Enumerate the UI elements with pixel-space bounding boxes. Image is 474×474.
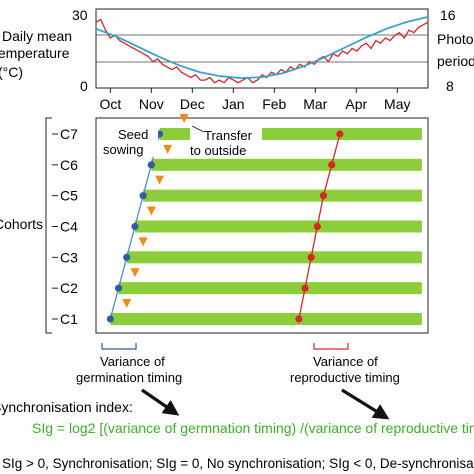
cohort-label: C3 [60, 249, 78, 265]
x-tick-label: Dec [180, 96, 205, 112]
reproduction-point [336, 130, 344, 138]
cohort-label: C2 [60, 280, 78, 296]
x-tick-label: Feb [262, 96, 286, 112]
index-legend: SIg > 0, Synchronisation; SIg = 0, No sy… [2, 456, 474, 471]
x-tick-label: Apr [345, 96, 367, 112]
x-tick-label: Jan [222, 96, 245, 112]
cohort-label: C4 [60, 219, 78, 235]
cohort-plot-frame [95, 117, 429, 334]
transfer-marker [138, 237, 148, 247]
transfer-marker [163, 144, 173, 154]
reproduction-point [307, 253, 315, 261]
reproductive-variance-label-line1: Variance of [313, 354, 378, 369]
reproduction-point [328, 161, 336, 169]
transfer-label-line2: to outside [190, 143, 246, 158]
y2-tick-top: 16 [440, 7, 456, 23]
cohorts-bracket [45, 117, 52, 334]
transfer-marker [122, 299, 132, 308]
seed-sowing-point [147, 161, 155, 169]
cohorts-axis-label: Cohorts [0, 216, 43, 232]
transfer-label-line1: Transfer [204, 128, 253, 143]
y-axis-label-line2: temperature [0, 45, 70, 61]
growth-bar [134, 220, 422, 233]
germination-variance-bracket [101, 343, 137, 350]
transfer-marker [179, 114, 189, 123]
seed-sowing-point [114, 284, 123, 292]
germination-variance-label-line2: germination timing [76, 370, 182, 385]
x-tick-label: Mar [303, 96, 327, 112]
x-tick-label: May [384, 96, 410, 112]
annotation-background [190, 128, 262, 158]
y2-axis-label-line1: Photo [437, 31, 474, 47]
reproduction-point [313, 222, 321, 231]
germination-variance-label-line1: Variance of [100, 354, 165, 369]
reproduction-point [301, 284, 309, 292]
transfer-marker [146, 206, 156, 216]
annotation-background [98, 121, 158, 157]
growth-bar [143, 189, 422, 202]
cohort-label: C6 [60, 157, 78, 173]
photoperiod-line [95, 16, 429, 80]
cohort-label: C5 [60, 188, 78, 204]
reproductive-variance-bracket [313, 343, 349, 350]
y-tick-bottom: 0 [80, 78, 88, 94]
y-axis-label-line3: (°C) [0, 64, 23, 80]
temperature-line [95, 18, 429, 84]
growth-bar [151, 158, 422, 171]
germination-arrow [141, 388, 180, 416]
growth-bar [118, 282, 422, 295]
y2-axis-label-line2: period [437, 53, 474, 69]
x-tick-label: Nov [139, 96, 164, 112]
y-axis-label-line1: Daily mean [2, 28, 72, 44]
y2-tick-bottom: 8 [446, 78, 454, 94]
reproductive-arrow [341, 388, 390, 420]
x-tick-label: Oct [99, 96, 121, 112]
top-plot-frame [95, 8, 429, 89]
index-formula: SIg = log2 [(variance of germnation timi… [32, 420, 474, 436]
growth-bar [110, 313, 422, 325]
seed-sowing-label-line2: sowing [103, 142, 143, 157]
transfer-marker [130, 268, 140, 278]
seed-sowing-point [123, 253, 131, 261]
temperature-photoperiod-panel: Oct Nov Dec Jan Feb Mar Apr May 30 0 16 8 Daily… [0, 7, 474, 112]
seed-sowing-point [131, 222, 139, 231]
reproductive-variance-label-line2: reproductive timing [290, 370, 400, 385]
cohort-label: C7 [60, 126, 78, 142]
cohort-label: C1 [60, 311, 78, 327]
reproduction-point [319, 192, 328, 200]
y-tick-top: 30 [72, 7, 88, 23]
seed-sowing-point [139, 192, 147, 200]
cohort-panel: C1 C2 C3 C4 C5 C6 C7 Cohorts Seed sowing Trans… [0, 114, 429, 385]
index-heading: Synchronisation index: [0, 399, 133, 415]
seed-sowing-label-line1: Seed [118, 127, 148, 142]
growth-bar [126, 251, 422, 264]
transfer-marker [155, 175, 165, 185]
reproduction-point [295, 315, 303, 323]
seed-sowing-point [106, 315, 114, 323]
transfer-pointer [191, 125, 205, 133]
